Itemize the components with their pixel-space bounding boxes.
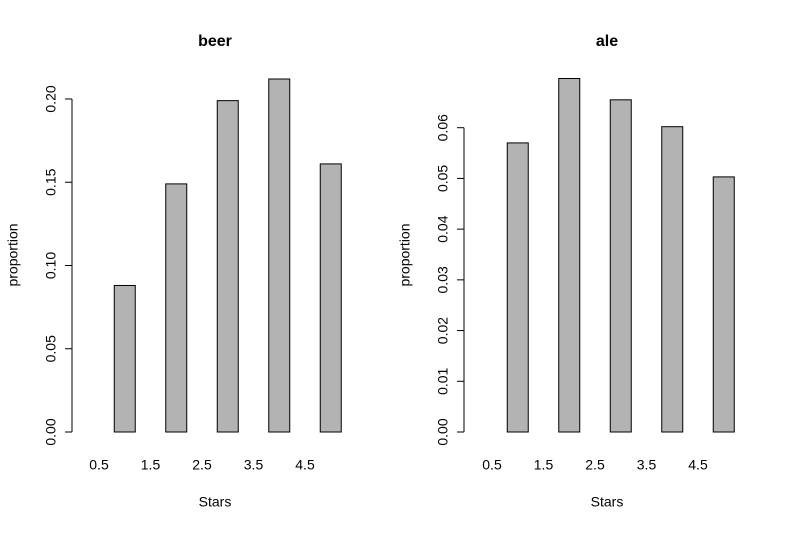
x-tick-label: 1.5 [141,457,161,473]
y-axis-label: proportion [397,223,413,286]
x-tick-label: 0.5 [89,457,109,473]
y-tick-label: 0.00 [435,418,451,445]
x-tick-label: 4.5 [295,457,315,473]
x-tick-label: 4.5 [688,457,708,473]
y-tick-label: 0.04 [435,215,451,242]
bar [506,142,529,433]
y-tick-label: 0.05 [43,335,59,362]
chart-title: beer [198,33,232,50]
x-tick-label: 2.5 [585,457,605,473]
y-axis-label: proportion [5,223,21,286]
bar [661,126,684,433]
bar [268,78,291,433]
y-tick-label: 0.06 [435,114,451,141]
x-tick-label: 1.5 [534,457,554,473]
x-tick-label: 3.5 [637,457,657,473]
bar [712,176,735,433]
y-tick-label: 0.10 [43,252,59,279]
x-tick-label: 2.5 [192,457,212,473]
chart-title: ale [596,33,618,50]
y-tick-label: 0.05 [435,165,451,192]
y-tick-label: 0.01 [435,367,451,394]
y-tick-label: 0.00 [43,418,59,445]
bar [319,163,342,433]
x-tick-label: 0.5 [482,457,502,473]
x-axis-label: Stars [199,494,232,510]
y-tick-label: 0.02 [435,317,451,344]
y-tick-label: 0.03 [435,266,451,293]
bar [165,183,188,433]
bar [609,99,632,433]
bar [558,78,581,433]
x-tick-label: 3.5 [244,457,264,473]
x-axis-label: Stars [591,494,624,510]
bar [113,284,136,433]
y-tick-label: 0.15 [43,168,59,195]
bar [216,100,239,433]
y-tick-label: 0.20 [43,85,59,112]
